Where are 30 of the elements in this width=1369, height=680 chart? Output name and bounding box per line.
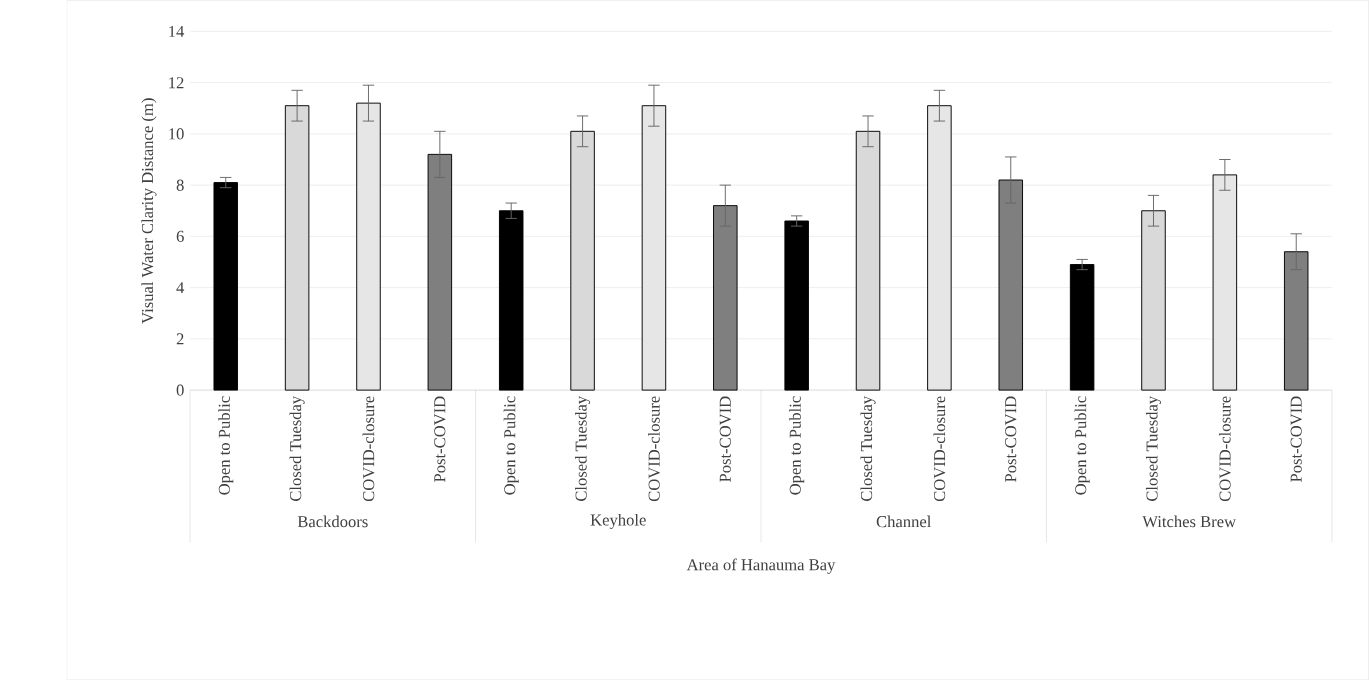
x-tick-label: Post-COVID: [1005, 396, 1017, 482]
x-axis-title: Area of Hanauma Bay: [686, 558, 836, 574]
y-tick-label: 0: [176, 384, 184, 396]
x-tick-label: Post-COVID: [719, 396, 731, 482]
y-axis-title: Visual Water Clarity Distance (m): [141, 98, 157, 324]
x-tick-label: COVID-closure: [1218, 396, 1231, 501]
y-tick-label: 6: [176, 230, 184, 242]
x-tick-label: Closed Tuesday: [289, 395, 305, 501]
x-tick-label: Open to Public: [789, 396, 805, 495]
x-tick-label: Closed Tuesday: [575, 395, 591, 501]
x-tick-label: Open to Public: [503, 396, 519, 495]
x-tick-label: Open to Public: [1074, 396, 1090, 495]
x-tick-label: Closed Tuesday: [1145, 395, 1162, 501]
y-tick-label: 12: [169, 76, 184, 88]
x-tick-label: COVID-closure: [933, 396, 946, 501]
x-tick-label: COVID-closure: [648, 396, 660, 501]
x-tick-label: COVID-closure: [362, 396, 375, 501]
x-tick-label: Closed Tuesday: [860, 395, 876, 501]
x-tick-label: Post-COVID: [1290, 396, 1302, 482]
x-tick-label: Post-COVID: [434, 396, 446, 482]
text: Channel: [876, 515, 932, 528]
y-tick-label: 8: [176, 179, 184, 191]
text: Witches Brew: [1142, 515, 1236, 528]
text: Keyhole: [590, 513, 646, 529]
x-tick-label: Open to Public: [218, 396, 234, 495]
text: Backdoors: [297, 515, 368, 528]
y-tick-label: 10: [169, 128, 184, 140]
y-tick-label: 14: [169, 25, 185, 37]
y-tick-label: 2: [176, 333, 184, 345]
y-tick-label: 4: [176, 282, 185, 293]
